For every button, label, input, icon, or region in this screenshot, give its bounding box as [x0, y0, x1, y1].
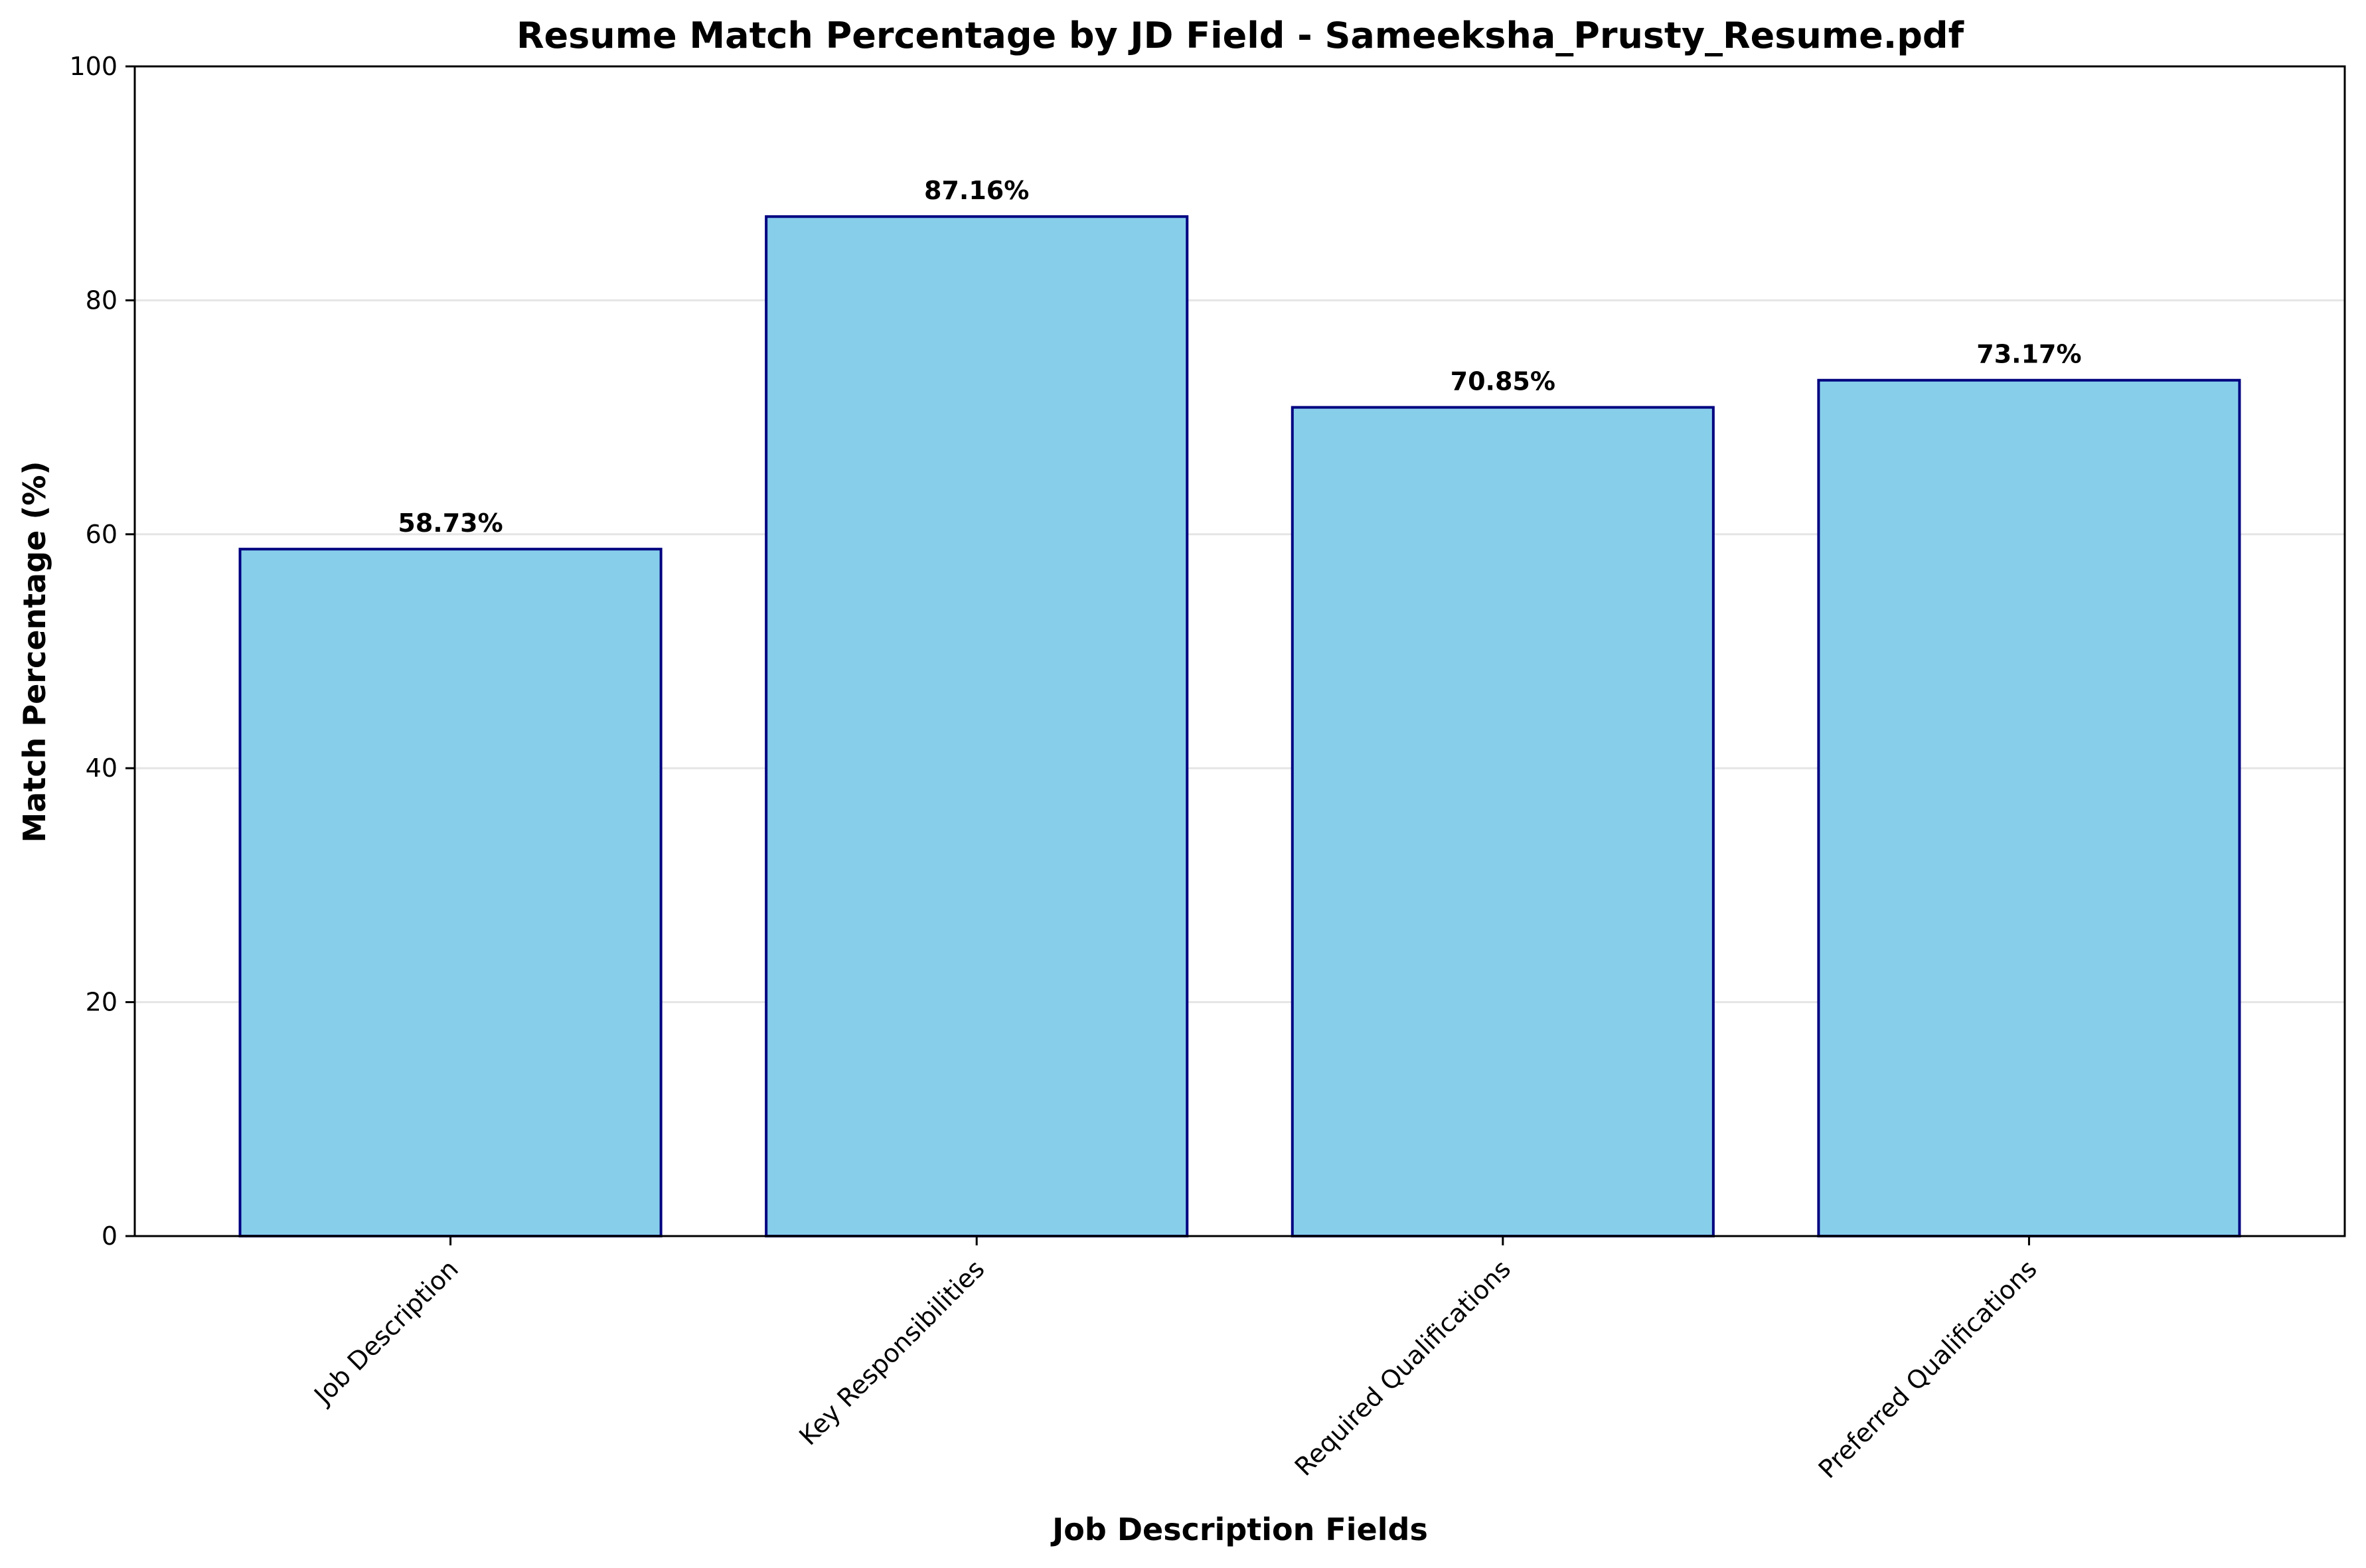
x-axis-label: Job Description Fields	[1050, 1512, 1428, 1547]
bar-value-label: 87.16%	[924, 176, 1029, 205]
bar-value-label: 70.85%	[1451, 367, 1555, 396]
axes	[125, 65, 2346, 1245]
y-tick-label: 0	[102, 1221, 118, 1251]
y-tick-label: 60	[86, 520, 118, 549]
y-tick-label: 40	[86, 753, 118, 783]
chart-title: Resume Match Percentage by JD Field - Sa…	[516, 15, 1964, 56]
y-axis-label: Match Percentage (%)	[17, 461, 52, 843]
y-tick-label: 100	[69, 52, 118, 81]
bar-value-label: 58.73%	[398, 509, 503, 538]
y-tick-label: 80	[86, 285, 118, 315]
plot-frame	[133, 65, 2346, 1237]
bar	[1817, 378, 2241, 1237]
bar	[1291, 406, 1715, 1237]
bars	[238, 215, 2241, 1238]
y-tick-label: 20	[86, 988, 118, 1017]
bar-value-label: 73.17%	[1976, 340, 2081, 369]
bar	[765, 215, 1189, 1237]
bar	[238, 548, 663, 1238]
